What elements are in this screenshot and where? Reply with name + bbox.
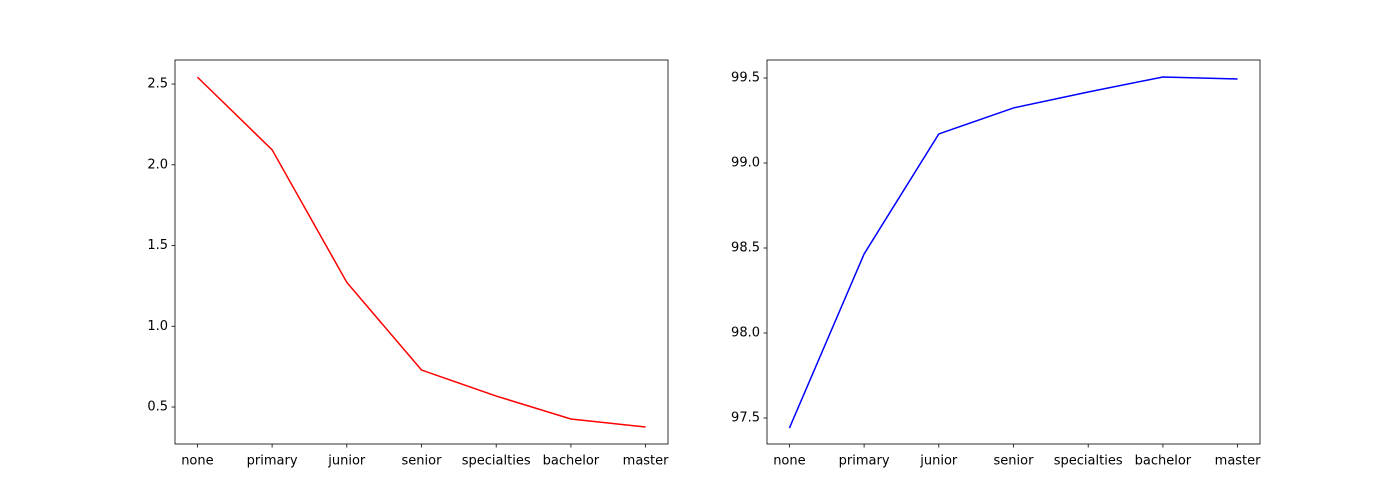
line xyxy=(788,76,1238,429)
x-tick-label: primary xyxy=(247,454,298,469)
x-tick-label: master xyxy=(1215,454,1261,469)
y-tick-label: 97.5 xyxy=(731,410,760,425)
x-tick-label: primary xyxy=(839,454,890,469)
y-tick-label: 98.5 xyxy=(731,241,760,256)
x-tick-label: specialties xyxy=(462,454,531,469)
x-tick-label: senior xyxy=(994,454,1035,469)
x-tick-label: specialties xyxy=(1054,454,1123,469)
y-tick-label: 99.0 xyxy=(731,156,760,171)
y-tick-label: 1.5 xyxy=(147,238,168,253)
x-tick-label: junior xyxy=(919,454,958,469)
x-tick-label: bachelor xyxy=(543,454,600,469)
y-tick-label: 0.5 xyxy=(147,400,168,415)
y-tick-label: 99.5 xyxy=(731,71,760,86)
x-tick-label: none xyxy=(181,454,213,469)
y-tick-label: 1.0 xyxy=(147,319,168,334)
axes-frame xyxy=(766,59,1261,445)
axes-frame xyxy=(174,59,669,445)
y-tick-label: 2.0 xyxy=(147,157,168,172)
y-tick-label: 98.0 xyxy=(731,325,760,340)
x-tick-label: bachelor xyxy=(1135,454,1192,469)
x-tick-label: master xyxy=(623,454,669,469)
y-tick-label: 2.5 xyxy=(147,77,168,92)
x-tick-label: senior xyxy=(402,454,443,469)
x-tick-label: junior xyxy=(327,454,366,469)
x-tick-label: none xyxy=(773,454,805,469)
line xyxy=(196,76,646,428)
